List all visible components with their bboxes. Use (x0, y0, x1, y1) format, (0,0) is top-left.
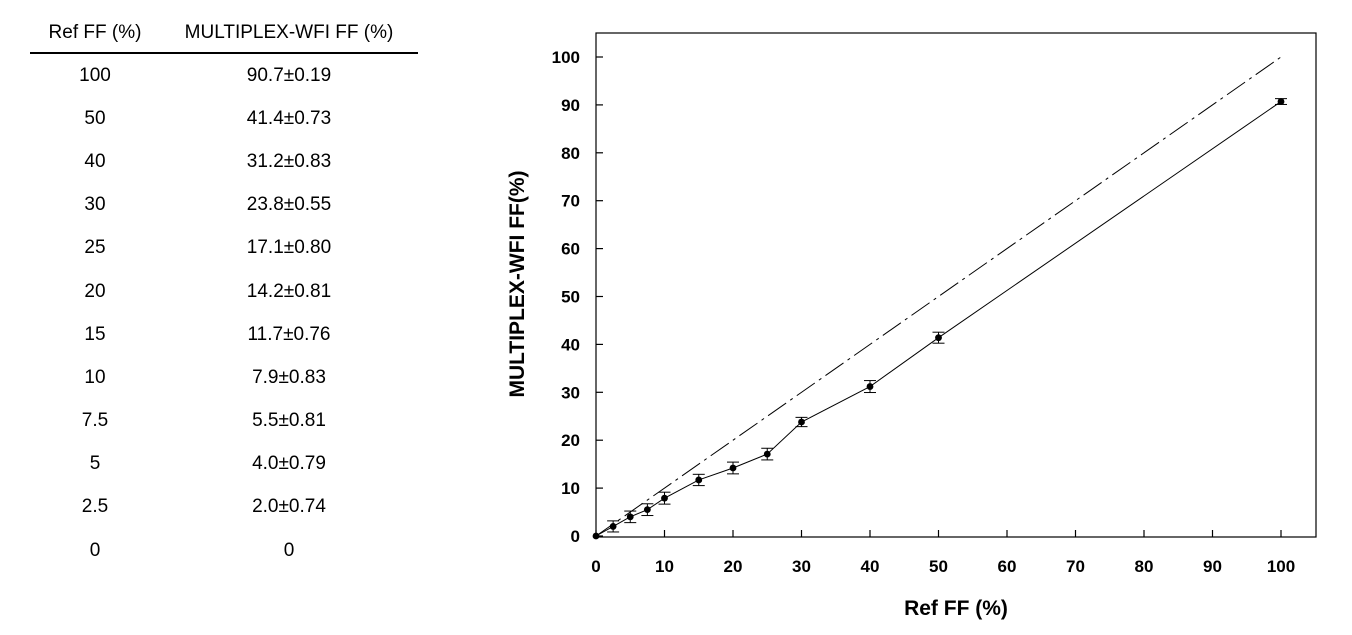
cell-ref-ff: 100 (79, 64, 111, 86)
data-point (1277, 98, 1285, 105)
cell-ref-ff: 25 (84, 237, 106, 259)
y-tick-label: 70 (561, 192, 580, 211)
table-row: 20 14.2±0.81 (30, 270, 418, 313)
table-header: Ref FF (%) MULTIPLEX-WFI FF (%) (30, 14, 418, 54)
cell-ref-ff: 30 (84, 194, 106, 216)
y-tick-label: 20 (561, 431, 580, 450)
table-row: 10 7.9±0.83 (30, 356, 418, 399)
data-point (661, 494, 668, 502)
y-tick-label: 30 (561, 383, 580, 402)
x-tick-label: 100 (1267, 557, 1295, 576)
data-point (798, 418, 805, 426)
table-row: 7.5 5.5±0.81 (30, 400, 418, 443)
y-tick-label: 80 (561, 144, 580, 163)
cell-multiplex-ff: 4.0±0.79 (252, 453, 326, 475)
x-tick-label: 20 (724, 557, 743, 576)
cell-multiplex-ff: 41.4±0.73 (246, 107, 332, 129)
measured-series-line (595, 101, 1282, 537)
cell-ref-ff: 15 (84, 323, 106, 345)
y-axis-label: MULTIPLEX-WFI FF(%) (506, 170, 529, 397)
y-tick-label: 0 (571, 527, 580, 546)
cell-ref-ff: 50 (84, 107, 106, 129)
y-tick-label: 50 (561, 288, 580, 307)
table-row: 50 41.4±0.73 (30, 97, 418, 140)
table-row: 15 11.7±0.76 (30, 313, 418, 356)
cell-ref-ff: 7.5 (81, 410, 109, 432)
table-row: 25 17.1±0.80 (30, 227, 418, 270)
cell-multiplex-ff: 11.7±0.76 (247, 323, 331, 345)
data-point (609, 523, 617, 530)
header-multiplex-ff: MULTIPLEX-WFI FF (%) (184, 22, 394, 43)
cell-ref-ff: 20 (84, 280, 106, 302)
cell-multiplex-ff: 7.9±0.83 (252, 366, 326, 388)
header-ref-ff: Ref FF (%) (48, 22, 142, 43)
identity-dashed-line (595, 56, 1282, 537)
cell-multiplex-ff: 14.2±0.81 (246, 280, 332, 302)
y-tick-label: 60 (561, 240, 580, 259)
cell-multiplex-ff: 31.2±0.83 (246, 150, 332, 172)
data-point (695, 476, 703, 484)
data-point (935, 334, 942, 342)
x-tick-label: 60 (998, 557, 1017, 576)
y-tick-label: 10 (561, 479, 580, 498)
cell-multiplex-ff: 0 (283, 539, 295, 561)
results-table: Ref FF (%) MULTIPLEX-WFI FF (%) 100 90.7±… (30, 14, 418, 572)
x-tick-label: 10 (655, 557, 674, 576)
cell-ref-ff: 40 (84, 150, 106, 172)
table-body: 100 90.7±0.19 50 41.4±0.73 40 31.2±0.83 30 23.8… (30, 54, 418, 572)
cell-ref-ff: 5 (89, 453, 101, 475)
x-tick-label: 70 (1066, 557, 1085, 576)
cell-ref-ff: 2.5 (81, 496, 109, 518)
x-tick-label: 40 (861, 557, 880, 576)
data-point (729, 464, 737, 472)
y-tick-label: 40 (561, 335, 580, 354)
data-point (626, 513, 634, 521)
data-point (866, 383, 874, 390)
cell-multiplex-ff: 23.8±0.55 (246, 194, 332, 216)
cell-multiplex-ff: 17.1±0.80 (246, 237, 332, 259)
x-tick-label: 30 (792, 557, 811, 576)
data-point (763, 450, 771, 458)
table-row: 2.5 2.0±0.74 (30, 486, 418, 529)
table-row: 5 4.0±0.79 (30, 443, 418, 486)
y-tick-label: 90 (561, 96, 580, 115)
cell-multiplex-ff: 5.5±0.81 (252, 410, 326, 432)
data-point (643, 506, 651, 514)
x-tick-label: 90 (1203, 557, 1222, 576)
x-tick-label: 80 (1135, 557, 1154, 576)
x-axis-label: Ref FF (%) (904, 597, 1008, 620)
cell-multiplex-ff: 90.7±0.19 (246, 64, 332, 86)
x-tick-label: 50 (929, 557, 948, 576)
data-point (592, 532, 600, 540)
cell-multiplex-ff: 2.0±0.74 (252, 496, 326, 518)
table-row: 40 31.2±0.83 (30, 140, 418, 183)
x-tick-label: 0 (591, 557, 600, 576)
cell-ref-ff: 10 (84, 366, 106, 388)
cell-ref-ff: 0 (89, 539, 101, 561)
plot-frame (595, 32, 1317, 538)
table-row: 100 90.7±0.19 (30, 54, 418, 97)
table-row: 30 23.8±0.55 (30, 184, 418, 227)
y-tick-label: 100 (552, 48, 580, 67)
